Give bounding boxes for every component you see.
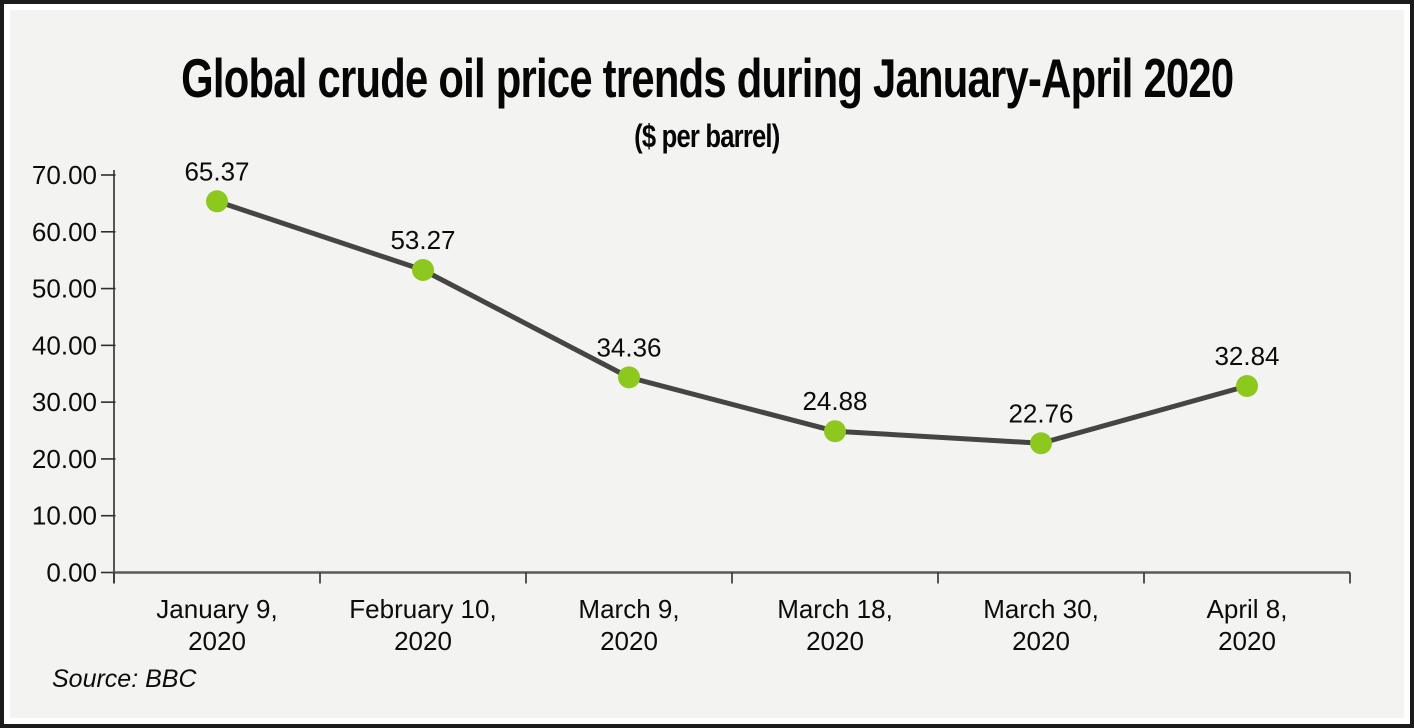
y-tick-label: 10.00 <box>32 501 97 531</box>
x-tick-label: 2020 <box>188 626 246 656</box>
chart-title-text: Global crude oil price trends during Jan… <box>180 47 1234 109</box>
trend-line <box>214 198 1250 446</box>
source-note: Source: BBC <box>52 665 197 693</box>
point-value-label: 24.88 <box>802 386 867 416</box>
y-tick-label: 60.00 <box>32 217 97 247</box>
y-tick-label: 50.00 <box>32 274 97 304</box>
data-point-marker <box>412 259 434 282</box>
chart-subtitle: ($ per barrel) <box>4 116 1410 163</box>
chart-title: Global crude oil price trends during Jan… <box>4 50 1410 121</box>
x-tick-label: January 9, <box>156 594 277 624</box>
point-value-label: 65.37 <box>184 156 249 186</box>
x-tick-label: 2020 <box>1012 626 1070 656</box>
x-tick-label: March 30, <box>983 594 1099 624</box>
point-value-label: 53.27 <box>390 225 455 255</box>
point-value-label: 32.84 <box>1214 341 1279 371</box>
y-tick-label: 30.00 <box>32 387 97 417</box>
y-tick-label: 70.00 <box>32 160 97 190</box>
point-value-label: 34.36 <box>596 332 661 362</box>
x-tick-label: 2020 <box>806 626 864 656</box>
y-tick-label: 20.00 <box>32 444 97 474</box>
data-point-marker <box>1236 375 1258 398</box>
y-tick-label: 0.00 <box>46 558 97 588</box>
data-point-marker <box>824 420 846 443</box>
point-value-label: 22.76 <box>1008 398 1073 428</box>
x-tick-label: March 9, <box>578 594 679 624</box>
x-tick-label: February 10, <box>349 594 496 624</box>
x-tick-label: March 18, <box>777 594 893 624</box>
x-tick-label: April 8, <box>1207 594 1288 624</box>
y-tick-label: 40.00 <box>32 330 97 360</box>
data-point-marker <box>618 366 640 389</box>
chart-subtitle-text: ($ per barrel) <box>634 118 780 154</box>
x-tick-label: 2020 <box>394 626 452 656</box>
data-point-marker <box>206 190 228 213</box>
chart-canvas: 0.00 10.00 20.00 30.00 40.00 50.00 60.00 70.00 J… <box>32 156 1351 656</box>
x-tick-label: 2020 <box>600 626 658 656</box>
x-tick-label: 2020 <box>1218 626 1276 656</box>
data-point-marker <box>1030 432 1052 455</box>
